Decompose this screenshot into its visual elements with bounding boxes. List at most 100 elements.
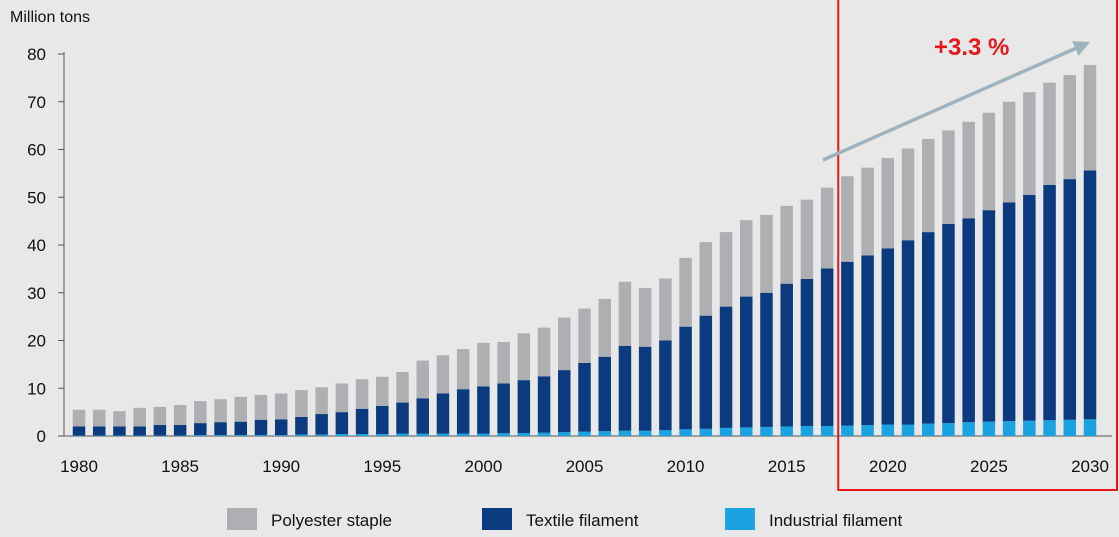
bar-segment-polyester-staple (416, 361, 429, 399)
bar-segment-polyester-staple (174, 405, 187, 425)
bar-segment-textile-filament (1064, 179, 1077, 420)
bar-segment-industrial-filament (235, 435, 248, 436)
bar-segment-textile-filament (154, 425, 167, 436)
bar-segment-textile-filament (578, 363, 591, 432)
bar-segment-textile-filament (497, 383, 510, 433)
bar-segment-textile-filament (336, 412, 349, 434)
legend-swatch (227, 508, 257, 530)
bar-segment-polyester-staple (376, 377, 389, 406)
bar-segment-polyester-staple (437, 355, 450, 393)
bar-segment-polyester-staple (558, 318, 571, 371)
bar-segment-textile-filament (214, 422, 227, 435)
y-tick-label: 20 (27, 332, 46, 351)
bar-segment-textile-filament (861, 256, 874, 426)
y-tick-label: 50 (27, 188, 46, 207)
bar-segment-textile-filament (275, 419, 288, 435)
y-tick-label: 70 (27, 93, 46, 112)
bar-segment-industrial-filament (214, 435, 227, 436)
bar-segment-industrial-filament (639, 431, 652, 436)
legend-label: Industrial filament (769, 511, 903, 530)
bar-segment-polyester-staple (801, 200, 814, 279)
bar-segment-textile-filament (740, 297, 753, 428)
bar-segment-polyester-staple (1064, 75, 1077, 179)
bar-segment-textile-filament (416, 398, 429, 433)
bar-segment-industrial-filament (780, 426, 793, 436)
growth-rate-label: +3.3 % (934, 34, 1009, 61)
bar-segment-polyester-staple (619, 282, 632, 346)
bar-segment-textile-filament (801, 279, 814, 426)
bar-segment-textile-filament (821, 268, 834, 426)
bar-segment-industrial-filament (821, 426, 834, 436)
bar-segment-textile-filament (1003, 203, 1016, 422)
bar-segment-polyester-staple (538, 328, 551, 377)
bar-segment-industrial-filament (255, 435, 267, 436)
y-tick-label: 40 (27, 236, 46, 255)
bar-segment-polyester-staple (962, 122, 975, 218)
bar-segment-polyester-staple (295, 390, 308, 417)
bar-segment-polyester-staple (639, 288, 652, 347)
bar-segment-industrial-filament (841, 426, 854, 437)
bar-segment-polyester-staple (336, 383, 349, 412)
bar-segment-textile-filament (598, 357, 611, 431)
bar-segment-polyester-staple (679, 258, 692, 327)
bar-segment-polyester-staple (659, 278, 672, 340)
bar-segment-textile-filament (356, 409, 369, 434)
x-tick-label: 2030 (1071, 457, 1109, 476)
bar-segment-polyester-staple (760, 215, 773, 293)
bar-segment-industrial-filament (336, 434, 349, 436)
bar-segment-polyester-staple (578, 309, 591, 363)
bar-segment-polyester-staple (154, 407, 167, 425)
bar-segment-polyester-staple (740, 220, 753, 296)
bar-segment-textile-filament (942, 224, 955, 423)
bar-segment-textile-filament (679, 327, 692, 430)
bar-segment-industrial-filament (902, 425, 915, 436)
bar-segment-textile-filament (73, 426, 86, 435)
bar-segment-textile-filament (93, 426, 106, 435)
bar-segment-polyester-staple (1043, 83, 1056, 185)
bar-segment-textile-filament (295, 417, 308, 435)
bar-segment-textile-filament (780, 284, 793, 427)
legend-label: Textile filament (526, 511, 639, 530)
bar-segment-polyester-staple (983, 113, 996, 210)
bar-segment-polyester-staple (720, 232, 733, 306)
bar-segment-industrial-filament (1064, 420, 1077, 436)
legend-swatch (725, 508, 755, 530)
x-tick-label: 2000 (464, 457, 502, 476)
bar-segment-polyester-staple (841, 176, 854, 261)
bar-segment-industrial-filament (679, 429, 692, 436)
bar-segment-textile-filament (255, 420, 267, 435)
bar-segment-polyester-staple (942, 130, 955, 224)
bar-segment-polyester-staple (497, 342, 510, 384)
bar-segment-textile-filament (558, 370, 571, 432)
bar-segment-industrial-filament (1023, 421, 1036, 436)
bar-segment-textile-filament (1023, 195, 1036, 421)
bar-segment-industrial-filament (659, 430, 672, 436)
bar-segment-polyester-staple (93, 410, 106, 427)
y-tick-label: 60 (27, 141, 46, 160)
bar-segment-polyester-staple (214, 399, 227, 422)
bar-segment-textile-filament (477, 386, 490, 433)
legend-swatch (482, 508, 512, 530)
bar-segment-industrial-filament (416, 434, 429, 436)
bar-segment-polyester-staple (1003, 102, 1016, 203)
x-tick-label: 1985 (161, 457, 199, 476)
bar-segment-industrial-filament (760, 427, 773, 436)
bar-segment-textile-filament (194, 423, 207, 435)
bar-segment-textile-filament (1043, 185, 1056, 420)
bar-segment-industrial-filament (983, 422, 996, 436)
bar-segment-polyester-staple (73, 410, 86, 427)
bar-segment-textile-filament (760, 293, 773, 427)
bar-segment-textile-filament (882, 248, 895, 424)
x-tick-label: 2005 (566, 457, 604, 476)
bar-segment-industrial-filament (518, 433, 531, 436)
bar-segment-industrial-filament (740, 427, 753, 436)
bar-segment-textile-filament (518, 380, 531, 433)
bar-segment-polyester-staple (133, 408, 146, 427)
bar-segment-industrial-filament (457, 434, 470, 436)
bar-segment-industrial-filament (275, 435, 288, 436)
bar-segment-textile-filament (1084, 171, 1097, 420)
bar-segment-textile-filament (841, 262, 854, 426)
bar-segment-industrial-filament (376, 434, 389, 436)
bar-segment-textile-filament (113, 426, 126, 435)
